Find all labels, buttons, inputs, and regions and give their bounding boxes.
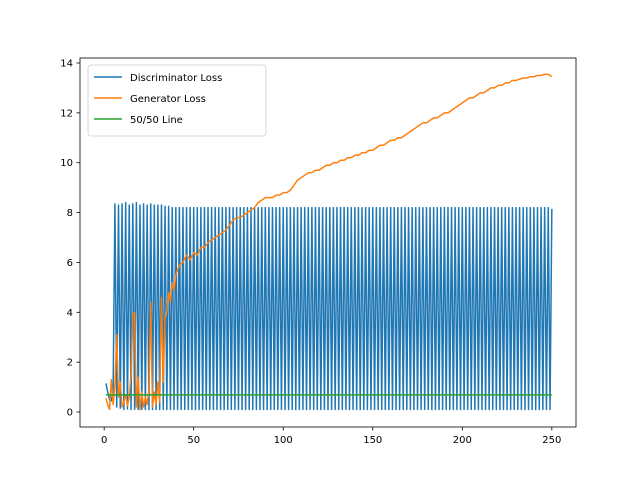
legend: Discriminator Loss Generator Loss 50/50 Li… bbox=[87, 64, 267, 137]
series-line-discriminator-loss bbox=[105, 201, 553, 411]
x-tick-label: 250 bbox=[542, 435, 561, 446]
legend-label: Discriminator Loss bbox=[130, 73, 222, 84]
series-line-generator-loss bbox=[105, 73, 553, 411]
y-tick-label: 2 bbox=[67, 358, 73, 369]
y-tick-label: 14 bbox=[60, 58, 73, 69]
y-axis-ticks: 0 2 4 6 8 10 12 14 bbox=[60, 58, 80, 419]
y-tick-label: 10 bbox=[60, 158, 73, 169]
x-axis-ticks: 0 50 100 150 200 250 bbox=[101, 427, 561, 446]
x-tick-label: 50 bbox=[187, 435, 200, 446]
y-tick-label: 6 bbox=[67, 258, 73, 269]
legend-box bbox=[87, 64, 267, 137]
y-tick-label: 4 bbox=[67, 308, 73, 319]
axes-frame bbox=[79, 57, 577, 428]
y-tick-label: 8 bbox=[67, 208, 73, 219]
x-tick-label: 150 bbox=[363, 435, 382, 446]
series-lines bbox=[105, 73, 553, 411]
y-tick-label: 12 bbox=[60, 108, 73, 119]
legend-label: 50/50 Line bbox=[130, 115, 183, 126]
x-tick-label: 200 bbox=[453, 435, 472, 446]
legend-label: Generator Loss bbox=[130, 94, 206, 105]
y-tick-label: 0 bbox=[67, 408, 73, 419]
x-tick-label: 100 bbox=[274, 435, 293, 446]
x-tick-label: 0 bbox=[101, 435, 107, 446]
